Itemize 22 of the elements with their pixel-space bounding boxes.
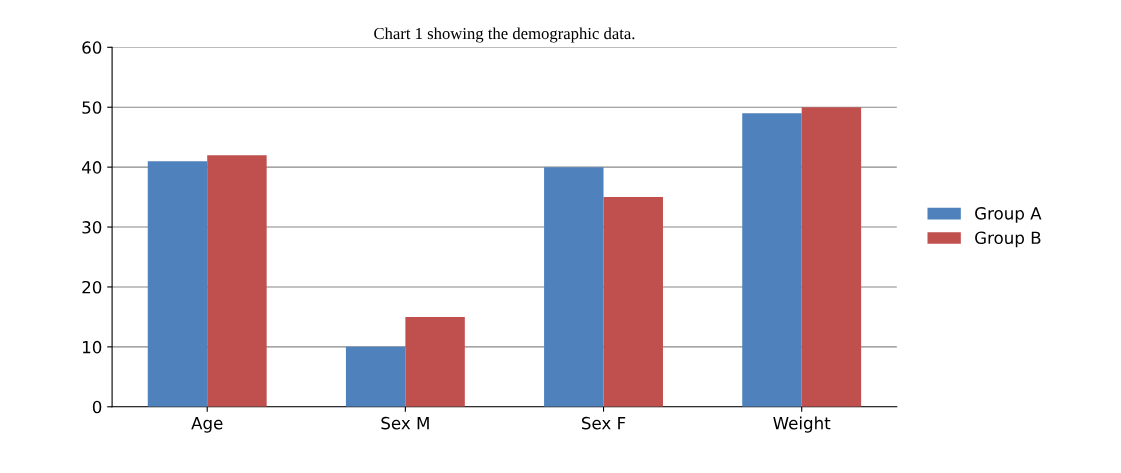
y-tick-label: 20 bbox=[82, 280, 102, 294]
x-tick-label: Age bbox=[191, 417, 223, 433]
y-tick-label: 30 bbox=[82, 221, 102, 234]
chart-title: Chart 1 showing the demographic data. bbox=[374, 27, 635, 43]
y-tick-label: 10 bbox=[83, 340, 102, 354]
x-tick-label: Weight bbox=[773, 416, 831, 433]
legend-label: Group B bbox=[975, 231, 1041, 248]
y-tick-label: 40 bbox=[81, 161, 102, 174]
bar bbox=[207, 155, 267, 407]
bar bbox=[147, 161, 208, 407]
bar bbox=[345, 346, 406, 407]
bar bbox=[603, 197, 663, 407]
bar bbox=[544, 167, 604, 407]
x-tick-label: Sex F bbox=[581, 416, 626, 430]
bar bbox=[742, 113, 802, 407]
y-tick-label: 0 bbox=[92, 400, 102, 414]
legend-label: Group A bbox=[975, 207, 1042, 223]
y-tick-label: 60 bbox=[82, 41, 102, 54]
bar bbox=[801, 107, 862, 407]
x-tick-label: Sex M bbox=[381, 416, 429, 430]
bar bbox=[405, 316, 465, 407]
y-tick-label: 50 bbox=[82, 101, 102, 114]
